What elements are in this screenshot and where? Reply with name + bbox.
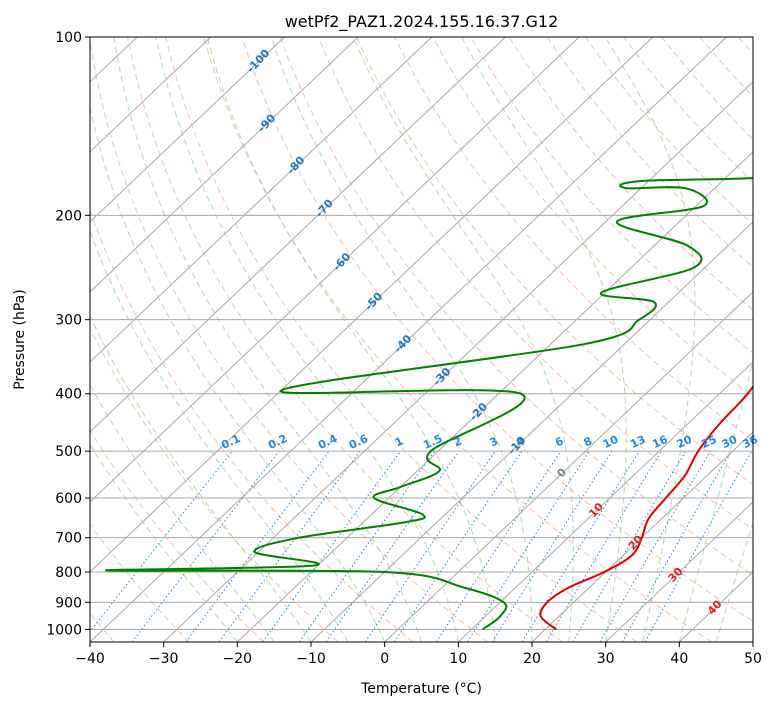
mixing-ratio-line [545,450,662,642]
profile-lines [105,177,753,631]
mixing-ratio-lines [90,450,753,642]
mixing-ratio-line [325,450,460,642]
y-tick-label: 500 [55,444,82,460]
mixing-ratio-line [467,450,590,642]
dry-adiabat-line [470,37,753,354]
axes: −40 −30 −20 −10 0 10 20 30 40 50 100 200 300 400 500 60… [46,30,762,667]
x-tick-label: 0 [380,651,389,667]
isotherm-line [531,431,753,642]
moist-adiabat-line [715,521,753,642]
mixing-ratio-line [621,450,732,642]
plot-frame [89,36,754,643]
y-tick-label: 100 [55,30,82,46]
moist-adiabat-line [90,229,349,642]
mixing-ratio-label: 36 [741,433,761,451]
isotherm-line [310,221,753,642]
y-tick-label: 400 [55,387,82,403]
isotherm-line [90,37,654,573]
y-tick-label: 300 [55,313,82,329]
isotherm-line [90,37,506,433]
isotherm-line [90,37,212,153]
dry-adiabat-line [241,37,753,622]
x-tick-label: −20 [223,651,253,667]
dry-adiabat-line [355,37,753,486]
y-tick-label: 200 [55,208,82,224]
mixing-ratio-label: 30 [720,433,740,451]
x-tick-label: −10 [296,651,326,667]
isotherm-line [163,81,753,642]
x-axis-title: Temperature (°C) [360,681,482,697]
dry-adiabat-line [90,38,488,642]
moist-adiabat-line [113,37,422,642]
x-tick-label: 10 [449,651,467,667]
pressure-gridlines [90,37,753,630]
moist-adiabat-line [90,104,386,642]
moist-adiabat-line [678,358,753,642]
isotherm-line [384,291,753,642]
moist-adiabat-line [270,37,533,642]
mixing-ratio-line [298,450,435,642]
dry-adiabat-line [279,37,753,576]
mixing-ratio-label: 20 [675,433,695,451]
moist-adiabat-line [90,383,275,642]
x-tick-label: 40 [670,651,688,667]
moist-adiabat-line [206,37,496,642]
x-tick-label: −30 [149,651,179,667]
moist-adiabat-line [604,37,696,642]
moist-adiabat-line [155,37,459,642]
dry-adiabat-line [165,37,638,642]
isotherms [90,37,753,642]
x-tick-label: 30 [597,651,615,667]
mixing-ratio-label: 10 [601,433,621,451]
y-axis-title: Pressure (hPa) [12,289,28,389]
mixing-ratio-label: 25 [699,433,718,451]
isotherm-line [236,151,753,642]
chart-title: wetPf2_PAZ1.2024.155.16.37.G12 [285,12,559,32]
plot-area [90,37,753,642]
mixing-ratio-label: 13 [628,433,647,451]
y-tick-label: 600 [55,491,82,507]
y-tick-label: 800 [55,565,82,581]
mixing-ratio-line [364,450,496,642]
isotherm-line [457,361,753,642]
dry-adiabat-line [508,37,753,311]
isotherm-line [90,37,433,363]
mixing-ratio-line [435,450,562,642]
y-tick-label: 900 [55,595,82,611]
dry-adiabat-line [394,37,753,441]
mixing-ratio-line [521,450,640,642]
x-tick-label: −40 [75,651,105,667]
dry-adiabat-line [90,327,339,642]
isotherm-line [90,37,285,223]
mixing-ratio-label: 16 [650,433,670,451]
moist-adiabat-line [90,443,238,642]
isotherm-line [90,37,580,503]
isotherm-line [90,37,727,642]
mixing-ratio-line [218,450,361,642]
x-tick-label: 20 [523,651,541,667]
mixing-ratio-line [185,450,330,642]
isotherm-line [605,501,753,642]
dry-adiabat-line [432,37,753,398]
moist-adiabat-line [461,37,627,642]
x-tick-label: 50 [744,651,762,667]
temperature-profile-line [539,384,753,631]
dewpoint-profile-line [105,177,753,631]
moist-adiabat-line [352,37,574,642]
y-tick-label: 1000 [46,622,82,638]
isotherm-line [90,37,359,293]
dry-adiabat-line [127,37,563,642]
y-tick-label: 700 [55,531,82,547]
